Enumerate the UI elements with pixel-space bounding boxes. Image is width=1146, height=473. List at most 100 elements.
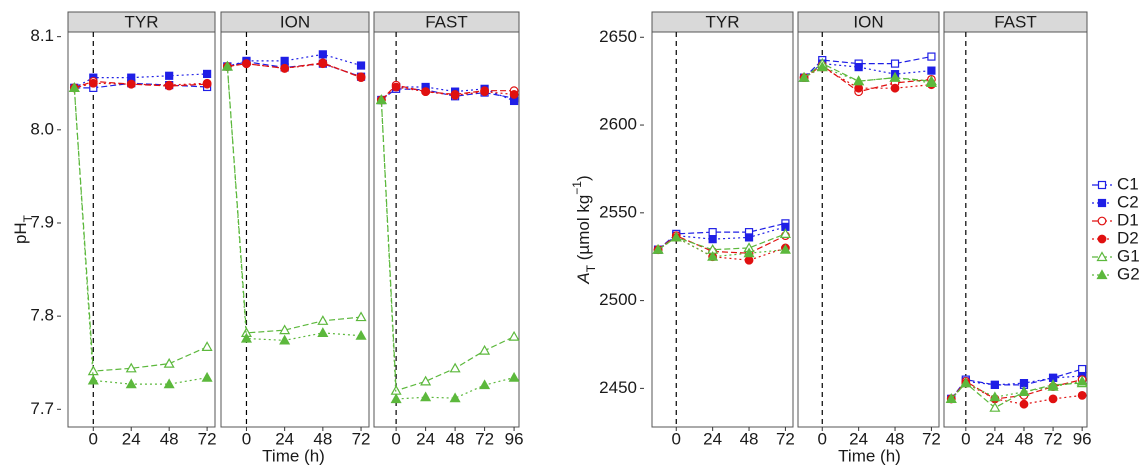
panel-title: TYR — [706, 12, 740, 31]
marker — [317, 315, 329, 325]
panel — [797, 31, 940, 428]
marker — [708, 228, 717, 237]
marker — [126, 79, 136, 89]
marker — [164, 80, 174, 90]
x-tick-label: 0 — [961, 429, 970, 448]
marker — [1078, 364, 1087, 374]
series-line — [657, 226, 786, 251]
panel-title: TYR — [125, 12, 159, 31]
y-axis-title-part: A — [574, 272, 593, 284]
panel — [220, 31, 370, 428]
marker — [242, 59, 251, 69]
legend-marker — [1096, 251, 1108, 262]
x-tick-label: 24 — [703, 429, 722, 448]
marker — [165, 71, 174, 80]
marker — [853, 75, 865, 86]
series-line — [803, 55, 932, 79]
y-tick-label: 7.8 — [30, 306, 54, 325]
marker — [201, 371, 213, 382]
marker — [125, 362, 137, 373]
marker — [927, 66, 936, 75]
marker — [318, 59, 328, 69]
marker — [125, 378, 137, 389]
panel — [373, 31, 520, 428]
x-axis-title: Time (h) — [838, 446, 901, 465]
marker — [479, 344, 491, 355]
marker — [450, 90, 460, 100]
legend-label: G2 — [1117, 264, 1140, 283]
marker — [707, 250, 719, 261]
series-line — [657, 233, 786, 251]
panel — [943, 31, 1088, 428]
marker — [670, 231, 682, 242]
marker — [202, 78, 212, 88]
x-tick-label: 48 — [160, 429, 179, 448]
marker — [390, 393, 402, 404]
marker — [1019, 399, 1029, 409]
marker — [449, 362, 461, 373]
marker — [744, 233, 754, 242]
marker — [652, 243, 664, 254]
series-line — [74, 73, 208, 89]
marker — [87, 365, 99, 376]
marker — [798, 71, 810, 82]
marker — [356, 72, 366, 82]
x-tick-label: 72 — [922, 429, 941, 448]
y-tick-label: 2450 — [599, 378, 637, 397]
marker — [240, 332, 252, 343]
x-tick-label: 72 — [1044, 429, 1063, 448]
panel-title: ION — [853, 12, 883, 31]
marker — [925, 77, 937, 88]
x-tick-label: 0 — [89, 429, 98, 448]
marker — [1077, 391, 1087, 400]
marker — [221, 60, 233, 71]
x-tick-label: 48 — [740, 429, 759, 448]
legend-marker — [1097, 216, 1107, 226]
marker — [743, 247, 755, 258]
marker — [279, 334, 291, 345]
y-tick-label: 8.1 — [30, 26, 54, 45]
y-tick-label: 2550 — [599, 202, 637, 221]
x-tick-label: 96 — [505, 429, 524, 448]
marker — [480, 87, 489, 97]
series-line — [657, 236, 786, 258]
series-line — [803, 62, 932, 79]
marker — [990, 380, 999, 389]
marker — [889, 71, 901, 82]
marker — [508, 371, 520, 382]
x-tick-label: 24 — [985, 429, 1004, 448]
x-tick-label: 0 — [391, 429, 400, 448]
series-line — [227, 53, 362, 68]
y-axis-title-part: (µmol kg — [574, 195, 593, 265]
panel-title: ION — [280, 12, 310, 31]
y-tick-label: 7.9 — [30, 212, 54, 231]
x-tick-label: 96 — [1073, 429, 1092, 448]
marker — [708, 235, 717, 244]
panel-title: FAST — [425, 12, 468, 31]
series-line — [950, 375, 1083, 400]
legend-marker — [1097, 198, 1107, 208]
x-tick-label: 72 — [776, 429, 795, 448]
panel — [651, 31, 794, 428]
marker — [420, 391, 432, 402]
marker — [744, 255, 754, 265]
marker — [280, 56, 289, 65]
marker — [779, 243, 791, 254]
y-tick-label: 2600 — [599, 115, 637, 134]
marker — [854, 83, 864, 93]
marker — [68, 82, 80, 92]
x-axis-title: Time (h) — [262, 446, 325, 465]
legend-label: D1 — [1117, 210, 1139, 229]
x-tick-label: 72 — [352, 429, 371, 448]
marker — [355, 329, 367, 340]
y-axis-title-part: −1 — [570, 181, 584, 195]
panel-title: FAST — [994, 12, 1037, 31]
marker — [88, 78, 98, 88]
legend-marker — [1097, 234, 1107, 244]
series-line — [803, 66, 932, 89]
y-tick-label: 7.7 — [30, 399, 54, 418]
series-line — [380, 99, 515, 400]
legend-label: C1 — [1117, 174, 1139, 193]
x-tick-label: 0 — [818, 429, 827, 448]
